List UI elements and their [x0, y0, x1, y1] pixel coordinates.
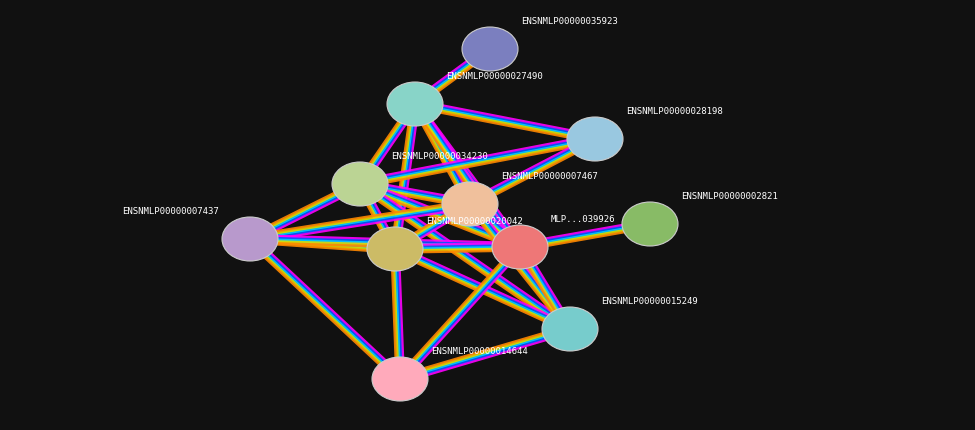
Text: ENSNMLP00000007437: ENSNMLP00000007437 — [122, 206, 219, 215]
Ellipse shape — [542, 307, 598, 351]
Text: ENSNMLP00000015249: ENSNMLP00000015249 — [601, 296, 698, 305]
Ellipse shape — [367, 227, 423, 271]
Text: ENSNMLP00000014644: ENSNMLP00000014644 — [431, 346, 527, 355]
Text: ENSNMLP00000034230: ENSNMLP00000034230 — [391, 152, 488, 161]
Text: ENSNMLP00000002821: ENSNMLP00000002821 — [681, 191, 778, 200]
Text: ENSNMLP00000028198: ENSNMLP00000028198 — [626, 107, 722, 116]
Ellipse shape — [332, 163, 388, 206]
Text: MLP...039926: MLP...039926 — [551, 215, 615, 224]
Ellipse shape — [387, 83, 443, 127]
Ellipse shape — [442, 183, 498, 227]
Ellipse shape — [492, 225, 548, 269]
Ellipse shape — [567, 118, 623, 162]
Ellipse shape — [372, 357, 428, 401]
Text: ENSNMLP00000007467: ENSNMLP00000007467 — [501, 172, 598, 181]
Text: ENSNMLP00000020042: ENSNMLP00000020042 — [426, 216, 523, 225]
Ellipse shape — [222, 218, 278, 261]
Ellipse shape — [462, 28, 518, 72]
Ellipse shape — [622, 203, 678, 246]
Text: ENSNMLP00000027490: ENSNMLP00000027490 — [446, 72, 543, 81]
Text: ENSNMLP00000035923: ENSNMLP00000035923 — [521, 17, 618, 26]
